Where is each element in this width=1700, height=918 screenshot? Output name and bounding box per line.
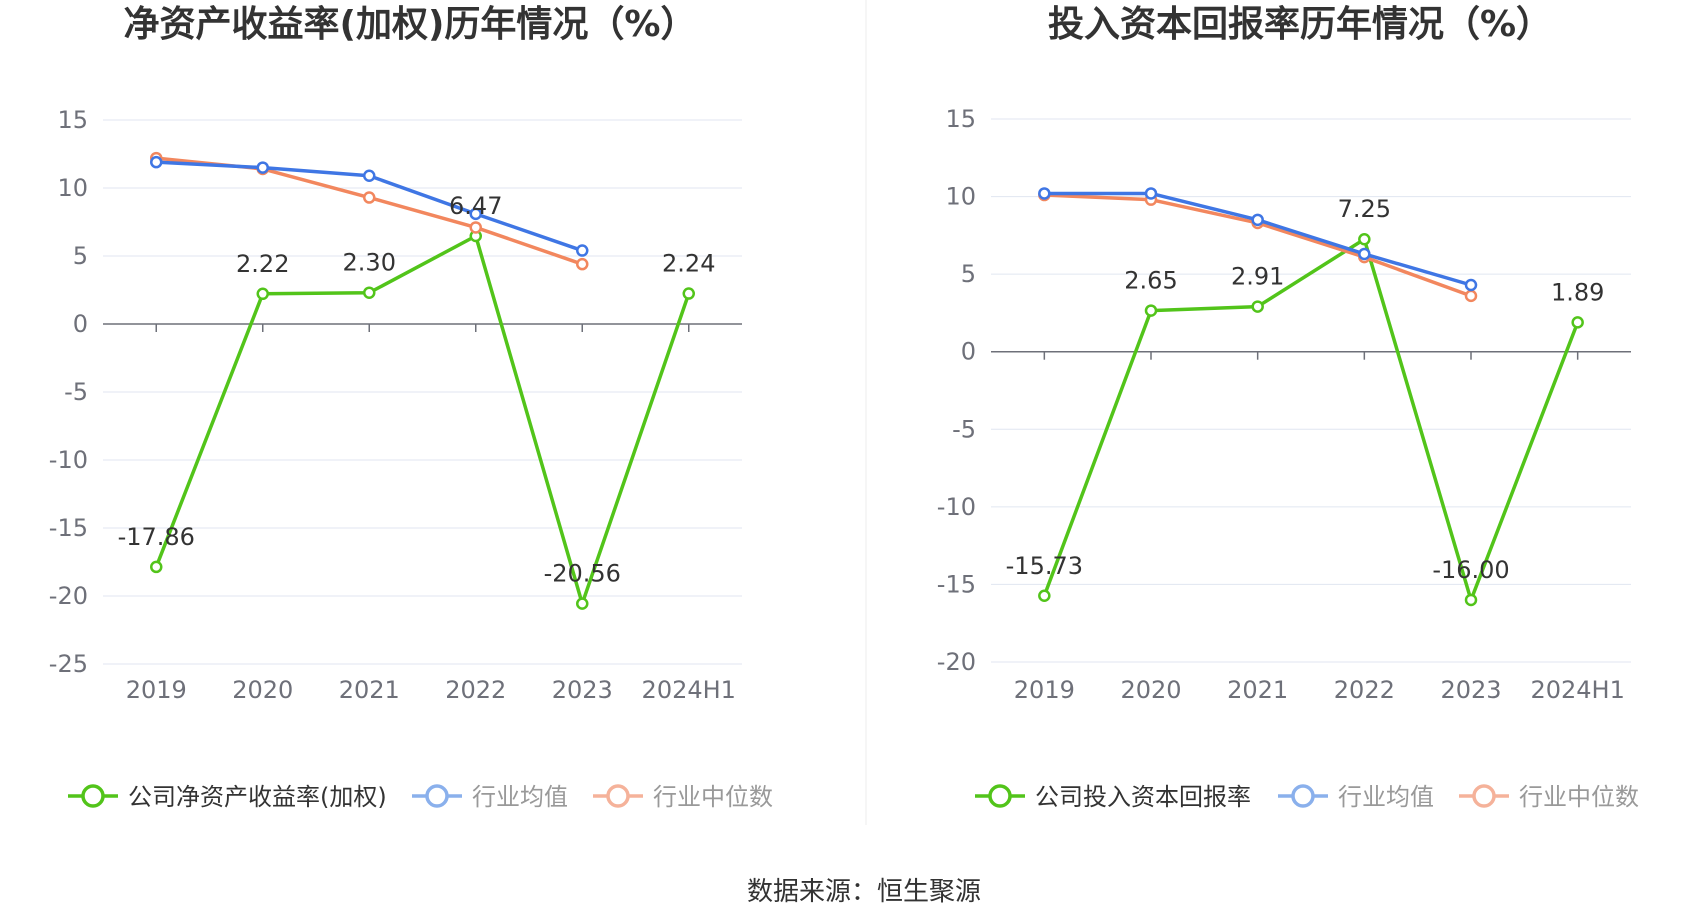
legend-marker [988,784,1012,808]
y-tick-label: -15 [937,570,976,598]
chart-panel-2: 投入资本回报率历年情况（%） 15 10 5 0 -5 -10 -15 -20 2019 2020 2… [937,4,1639,811]
data-label: -16.00 [1432,556,1509,584]
legend-item-avg: 行业均值 [412,783,568,811]
chart-panel-1: 净资产收益率(加权)历年情况（%） 15 10 5 0 -5 -10 -15 -20 -25 201… [49,4,773,811]
data-label: -17.86 [118,523,195,551]
data-point-avg [363,169,376,183]
data-point-avg [1358,247,1371,261]
y-tick-label: 0 [961,338,976,366]
data-point-company [1464,593,1478,607]
data-point-company [150,560,163,574]
series-line-company [1042,237,1580,602]
x-tick-label: 2023 [552,676,613,704]
x-tick-label: 2024H1 [1530,676,1624,704]
legend-marker [81,784,105,808]
data-label: 7.25 [1338,195,1391,223]
y-tick-label: -5 [64,378,88,406]
data-point-company [1571,316,1584,329]
data-point-avg [1251,213,1264,227]
data-label: 1.89 [1551,278,1604,306]
data-point-company [1038,589,1051,603]
y-tick-label: 10 [57,174,88,202]
chart-title: 投入资本回报率历年情况（%） [1048,4,1552,45]
data-point-median [363,191,376,204]
y-tick-label: 10 [945,183,976,211]
data-source: 数据来源：恒生聚源 [747,877,981,907]
y-tick-label: -25 [49,650,88,678]
y-tick-label: -20 [49,582,88,610]
x-tick-label: 2021 [1227,676,1288,704]
legend-item-median: 行业中位数 [593,783,773,811]
legend-label: 行业均值 [1338,783,1434,811]
y-tick-label: 15 [945,105,976,133]
x-tick-label: 2019 [1014,676,1075,704]
data-point-avg [1144,187,1158,200]
x-tick-label: 2022 [1334,676,1395,704]
legend-label: 行业中位数 [653,783,773,811]
x-tick-label: 2020 [1120,676,1181,704]
data-point-median [576,257,589,271]
data-label: 2.65 [1124,267,1177,295]
data-point-avg [150,155,163,169]
legend-label: 行业中位数 [1519,783,1639,811]
data-label: 2.22 [236,250,289,278]
legend-item-company: 公司净资产收益率(加权) [68,783,387,811]
x-tick-label: 2021 [339,676,400,704]
data-point-median [1464,289,1478,303]
data-label: -15.73 [1006,552,1083,580]
legend-item-company: 公司投入资本回报率 [975,783,1251,811]
data-label: 2.24 [662,250,715,278]
data-point-median [469,221,482,234]
data-point-avg [256,161,269,174]
data-point-company [1144,304,1158,317]
legend-marker [425,784,449,808]
legend-label: 行业均值 [472,783,568,811]
data-point-company [682,287,695,300]
legend-marker [606,784,630,808]
x-tick-label: 2022 [445,676,506,704]
legend-label: 公司投入资本回报率 [1035,783,1251,811]
data-point-avg [469,207,482,221]
y-tick-label: -20 [937,648,976,676]
y-tick-label: -10 [937,493,976,521]
y-tick-label: 0 [73,310,88,338]
data-point-company [1251,300,1264,313]
y-tick-label: 15 [57,106,88,134]
legend-label: 公司净资产收益率(加权) [128,783,387,811]
x-tick-label: 2023 [1440,676,1501,704]
chart-title: 净资产收益率(加权)历年情况（%） [124,4,697,45]
legend-item-avg: 行业均值 [1278,783,1434,811]
data-point-avg [576,244,589,257]
data-point-company [256,287,269,301]
y-tick-label: -5 [952,415,976,443]
data-label: 2.30 [343,249,396,277]
data-point-company [363,286,376,299]
legend-marker [1472,784,1496,808]
data-point-company [1358,232,1371,246]
y-tick-label: 5 [73,242,88,270]
data-label: -20.56 [544,560,621,588]
data-point-company [576,597,589,610]
x-tick-label: 2019 [126,676,187,704]
legend-item-median: 行业中位数 [1459,783,1639,811]
x-tick-label: 2020 [232,676,293,704]
y-tick-label: 5 [961,260,976,288]
y-tick-label: -15 [49,514,88,542]
x-tick-label: 2024H1 [642,676,736,704]
data-point-avg [1464,278,1478,292]
data-label: 2.91 [1231,263,1284,291]
legend-marker [1291,784,1315,808]
data-point-avg [1038,187,1051,200]
data-label: 6.47 [449,192,502,220]
y-tick-label: -10 [49,446,88,474]
series-line-company [154,234,691,606]
